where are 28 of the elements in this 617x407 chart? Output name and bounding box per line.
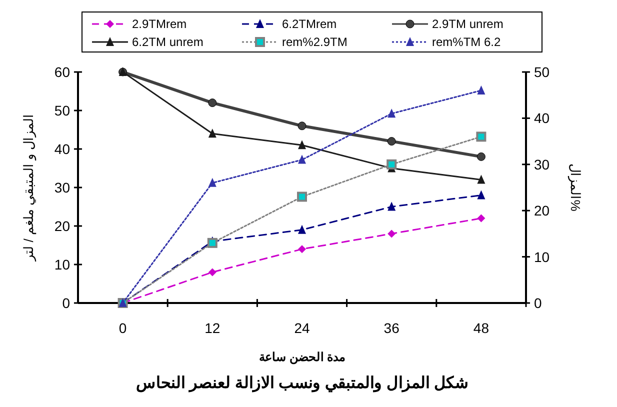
legend-label: 6.2TMrem [282, 17, 337, 31]
y2-tick-label: 0 [534, 295, 542, 311]
y-tick-label: 30 [54, 180, 70, 196]
y2-tick-label: 20 [534, 202, 550, 219]
y2-tick-label: 50 [534, 64, 550, 80]
x-tick-label: 0 [118, 320, 127, 336]
text: شكل المزال والمتبقي ونسب الازالة لعنصر النحاس [136, 375, 468, 393]
legend-label: 6.2TM unrem [132, 35, 204, 49]
x-axis-title: مدة الحضن ساعة [259, 350, 345, 365]
y-axis-title: المزال و المتبقي ملغم / لتر [21, 114, 37, 262]
legend-label: rem%2.9TM [282, 35, 348, 49]
x-tick-label: 36 [384, 320, 400, 336]
y-tick-label: 0 [62, 295, 70, 311]
legend-label: rem%TM 6.2 [432, 35, 502, 49]
x-tick-label: 24 [294, 320, 310, 336]
y2-axis-title: المزال% [567, 164, 583, 212]
y-tick-label: 10 [54, 256, 70, 272]
legend-label: 2.9TM unrem [432, 17, 504, 31]
x-tick-label: 48 [473, 320, 490, 336]
y-tick-label: 40 [54, 141, 70, 157]
legend-label: 2.9TMrem [132, 17, 187, 31]
y2-tick-label: 10 [534, 248, 550, 265]
y2-tick-label: 40 [534, 110, 550, 126]
y2-tick-label: 30 [534, 156, 550, 172]
y-tick-label: 20 [54, 218, 70, 234]
y-tick-label: 50 [54, 102, 70, 118]
y-tick-label: 60 [54, 64, 70, 80]
x-tick-label: 12 [204, 320, 220, 336]
